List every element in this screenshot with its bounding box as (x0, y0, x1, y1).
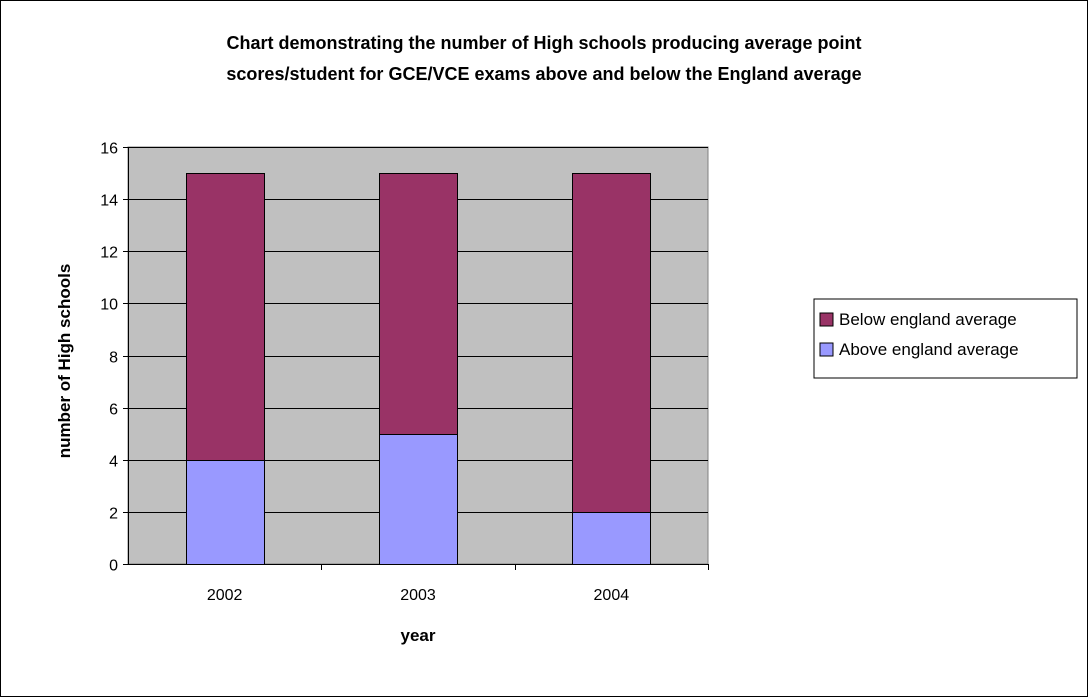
bar-above-england-average-2004 (572, 512, 651, 565)
y-tick-label: 6 (109, 402, 118, 419)
legend-label-below-england-average: Below england average (839, 310, 1017, 329)
bar-below-england-average-2003 (379, 173, 458, 435)
legend-label-above-england-average: Above england average (839, 340, 1019, 359)
y-tick-label: 4 (109, 454, 118, 471)
y-tick-label: 10 (100, 297, 118, 314)
bars (186, 173, 651, 565)
bar-above-england-average-2003 (379, 434, 458, 565)
x-tick-label: 2004 (594, 587, 630, 604)
y-tick-label: 0 (109, 558, 118, 575)
bar-below-england-average-2004 (572, 173, 651, 513)
bar-above-england-average-2002 (186, 460, 265, 565)
y-tick-label: 16 (100, 141, 118, 158)
legend-box (813, 298, 1078, 379)
x-tick-labels: 2002 2003 2004 (207, 587, 629, 604)
chart-title-line-2: scores/student for GCE/VCE exams above a… (226, 64, 861, 84)
x-tick-label: 2002 (207, 587, 243, 604)
chart-title-line-1: Chart demonstrating the number of High s… (226, 33, 861, 53)
legend-swatch-below-england-average (819, 312, 834, 327)
legend: Below england average Above england avera… (813, 298, 1078, 379)
y-tick-label: 2 (109, 506, 118, 523)
y-tick-label: 8 (109, 350, 118, 367)
y-tick-labels: 0 2 4 6 8 10 12 14 16 (100, 141, 118, 575)
legend-swatch-above-england-average (819, 342, 834, 357)
y-tick-label: 12 (100, 245, 118, 262)
y-axis-title: number of High schools (55, 264, 74, 459)
y-tick-label: 14 (100, 193, 118, 210)
x-axis-title: year (401, 626, 436, 645)
x-tick-label: 2003 (400, 587, 436, 604)
axes (123, 147, 709, 570)
bar-below-england-average-2002 (186, 173, 265, 461)
